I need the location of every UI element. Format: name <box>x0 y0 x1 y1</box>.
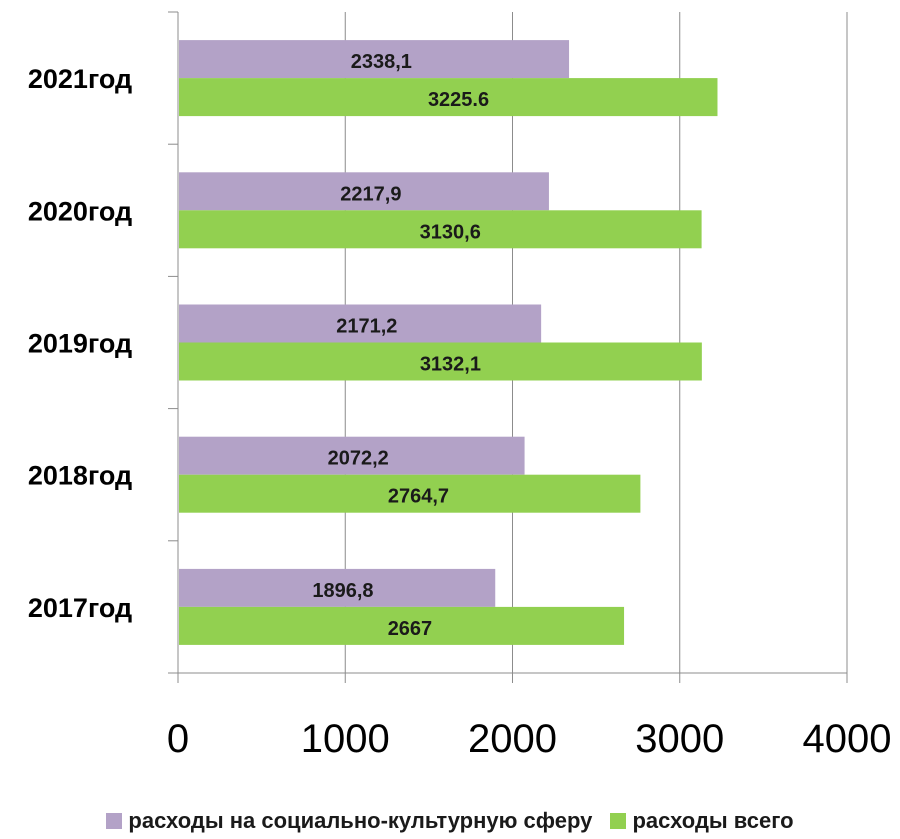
y-category-label: 2018год <box>28 461 132 491</box>
data-label-social: 2072,2 <box>328 448 389 470</box>
legend-swatch-social <box>106 813 123 829</box>
bar-total <box>179 474 641 513</box>
legend-item-social: расходы на социально-культурную сферу <box>106 808 592 834</box>
y-category-label: 2020год <box>28 196 132 226</box>
bar-social <box>179 304 542 343</box>
data-label-total: 3132,1 <box>420 354 481 376</box>
data-label-total: 3130,6 <box>420 221 481 243</box>
data-label-total: 2667 <box>388 618 433 640</box>
bar-social <box>179 568 496 607</box>
data-label-social: 2338,1 <box>351 51 412 73</box>
legend-item-total: расходы всего <box>610 808 794 834</box>
legend-label-social: расходы на социально-культурную сферу <box>128 808 593 833</box>
data-label-total: 2764,7 <box>388 486 449 508</box>
y-category-label: 2017год <box>28 593 132 623</box>
bar-chart: 0 1000 2000 3000 4000 2017год 1896,8 2667 2018го… <box>28 11 892 761</box>
bar-social <box>179 172 549 211</box>
data-label-total: 3225.6 <box>428 89 489 111</box>
bar-social <box>179 40 570 79</box>
y-category-label: 2019год <box>28 329 132 359</box>
data-label-social: 1896,8 <box>312 580 373 602</box>
bar-total <box>179 342 702 381</box>
bar-social <box>179 436 525 475</box>
bar-total <box>179 210 702 249</box>
x-tick-label-3000: 3000 <box>635 717 724 761</box>
x-tick-label-4000: 4000 <box>803 717 892 761</box>
bar-total <box>179 78 718 117</box>
x-tick-label-1000: 1000 <box>301 717 390 761</box>
data-label-social: 2217,9 <box>340 183 401 205</box>
legend: расходы на социально-культурную сферу ра… <box>0 808 900 834</box>
y-category-label: 2021год <box>28 64 132 94</box>
legend-swatch-total <box>610 813 627 829</box>
x-tick-label-2000: 2000 <box>468 717 557 761</box>
legend-label-total: расходы всего <box>632 808 794 833</box>
data-label-social: 2171,2 <box>336 316 397 338</box>
bar-total <box>179 606 625 645</box>
x-tick-label-0: 0 <box>167 717 189 761</box>
